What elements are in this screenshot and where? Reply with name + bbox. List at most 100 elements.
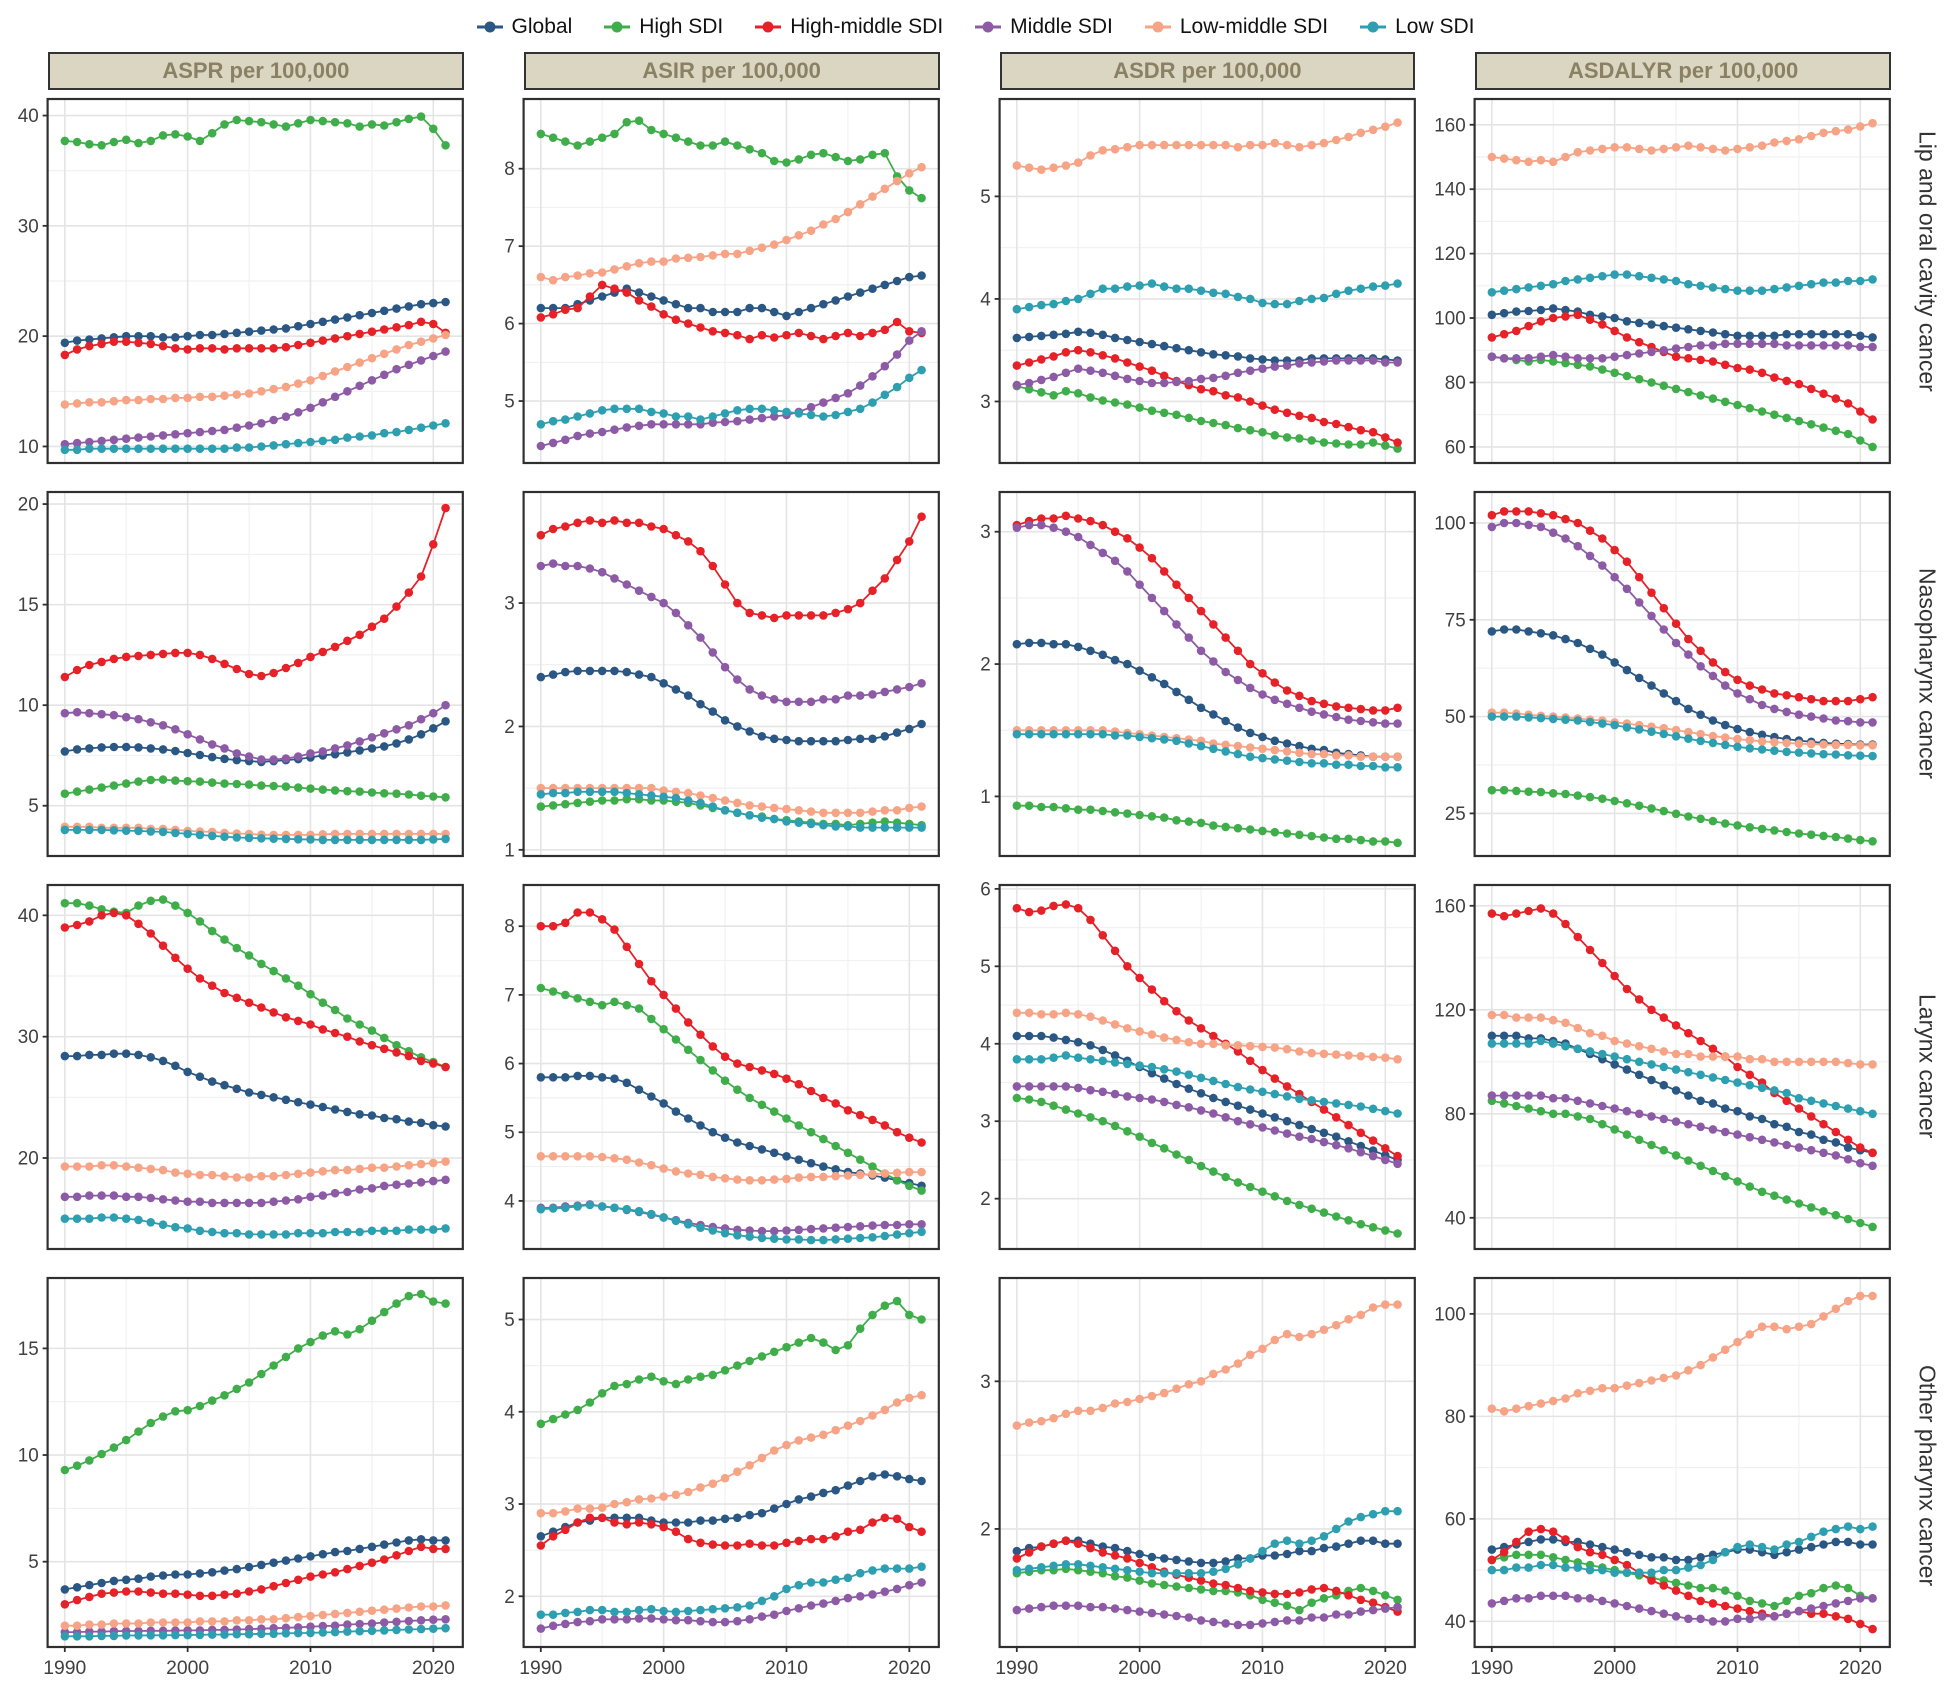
chart-asdalyr-lip-and-oral-cavity-cancer: 60 80 100 120 140 160	[1435, 97, 1892, 465]
series-middle-sdi	[536, 559, 926, 707]
y-tick-label: 1	[980, 787, 990, 808]
series-middle-sdi	[1012, 1601, 1402, 1630]
row-label: Lip and oral cavity cancer	[1914, 131, 1941, 392]
facet-panel: 40 80 120 160	[1431, 876, 1897, 1257]
legend-item[interactable]: Low SDI	[1358, 15, 1474, 39]
chart-asir-larynx-cancer: 4 5 6 7 8	[504, 883, 940, 1251]
legend-item[interactable]: Global	[475, 15, 573, 39]
global-legend-icon	[476, 21, 503, 33]
column-header-label: ASDR per 100,000	[1113, 58, 1302, 83]
y-tick-label: 80	[1445, 1407, 1466, 1428]
series-high-sdi	[60, 112, 450, 150]
series-middle-sdi	[536, 1578, 926, 1633]
series-low-sdi	[60, 1213, 450, 1239]
series-middle-sdi	[1487, 1591, 1878, 1626]
x-tick-label: 1990	[995, 1657, 1038, 1679]
y-tick-label: 6	[504, 1054, 514, 1075]
facet-panel: ASIR per 100,000 5 6 7 8	[480, 52, 946, 471]
column-header-label: ASDALYR per 100,000	[1567, 58, 1799, 83]
chart-asdalyr-larynx-cancer: 40 80 120 160	[1435, 883, 1892, 1251]
series-high-sdi	[536, 116, 926, 203]
series-high-middle-sdi	[60, 908, 450, 1072]
x-tick-label: 2010	[765, 1657, 808, 1679]
chart-asir-other-pharynx-cancer: 2 3 4 5 1990 2000 2010 2020	[504, 1276, 940, 1679]
facet-panel: 5 10 15 20	[4, 483, 470, 864]
y-tick-label: 20	[18, 494, 39, 515]
series-middle-sdi	[1487, 518, 1878, 727]
y-tick-label: 7	[504, 237, 514, 258]
column-header: ASDR per 100,000	[999, 52, 1416, 90]
x-tick-label: 2000	[642, 1657, 685, 1679]
column-header-label: ASIR per 100,000	[642, 58, 821, 83]
facet-grid: ASPR per 100,000 10 20 30 40 ASIR per 100,000…	[0, 50, 1949, 1683]
series-low-middle-sdi	[536, 1152, 926, 1185]
y-tick-label: 2	[980, 1189, 990, 1210]
y-tick-label: 20	[18, 327, 39, 348]
middle-sdi-legend-icon	[975, 21, 1002, 33]
series-high-middle-sdi	[1487, 507, 1878, 706]
series-high-middle-sdi	[60, 1542, 450, 1609]
series-low-middle-sdi	[1487, 118, 1878, 167]
column-header: ASIR per 100,000	[523, 52, 940, 90]
series-high-sdi	[1487, 785, 1878, 846]
chart-aspr-larynx-cancer: 20 30 40	[18, 883, 464, 1251]
row-label: Larynx cancer	[1914, 994, 1941, 1139]
legend-item[interactable]: High-middle SDI	[753, 15, 943, 39]
legend-item[interactable]: High SDI	[602, 15, 723, 39]
series-high-sdi	[1487, 352, 1878, 452]
y-tick-label: 10	[18, 1445, 39, 1466]
series-global	[536, 666, 926, 746]
y-tick-label: 1	[504, 840, 514, 861]
series-high-sdi	[1012, 381, 1402, 453]
column-header-label: ASPR per 100,000	[162, 58, 350, 83]
legend-item[interactable]: Middle SDI	[973, 15, 1113, 39]
y-tick-label: 4	[504, 1191, 514, 1212]
legend-label: High SDI	[639, 15, 724, 38]
x-tick-label: 1990	[519, 1657, 562, 1679]
facet-panel: 25 50 75 100	[1431, 483, 1897, 864]
high-sdi-legend-icon	[604, 21, 631, 33]
y-tick-label: 30	[18, 1027, 39, 1048]
series-low-sdi	[1012, 279, 1402, 314]
series-high-sdi	[1012, 801, 1402, 848]
high-middle-sdi-legend-icon	[755, 21, 782, 33]
series-low-middle-sdi	[1012, 1008, 1402, 1064]
series-global	[60, 1535, 450, 1594]
column-header: ASDALYR per 100,000	[1475, 52, 1891, 90]
y-tick-label: 40	[1445, 1208, 1466, 1229]
series-middle-sdi	[1012, 356, 1402, 390]
y-tick-label: 120	[1435, 244, 1466, 265]
facet-panel: 1 2 3	[480, 483, 946, 864]
y-tick-label: 5	[980, 957, 990, 978]
y-tick-label: 40	[18, 906, 39, 927]
x-tick-label: 2010	[289, 1657, 332, 1679]
series-high-middle-sdi	[536, 512, 926, 623]
x-tick-label: 2010	[1240, 1657, 1283, 1679]
series-global	[60, 297, 450, 348]
series-high-middle-sdi	[60, 317, 450, 360]
row-label: Other pharynx cancer	[1914, 1365, 1941, 1587]
series-low-sdi	[1487, 1036, 1878, 1119]
series-high-sdi	[60, 775, 450, 802]
y-tick-label: 80	[1445, 373, 1466, 394]
series-global	[1012, 327, 1402, 365]
series-low-sdi	[536, 787, 926, 832]
x-tick-label: 2000	[1593, 1657, 1636, 1679]
series-middle-sdi	[60, 700, 450, 764]
series-global	[60, 1049, 450, 1131]
series-middle-sdi	[60, 1175, 450, 1208]
y-tick-label: 4	[980, 289, 990, 310]
legend-item[interactable]: Low-middle SDI	[1143, 15, 1328, 39]
series-low-sdi	[1012, 729, 1402, 772]
y-tick-label: 2	[504, 1587, 514, 1608]
x-tick-label: 2020	[888, 1657, 931, 1679]
facet-panel: 2 3 1990 2000 2010 2020	[956, 1269, 1422, 1683]
series-low-sdi	[536, 1200, 926, 1245]
y-tick-label: 5	[504, 391, 514, 412]
legend-label: Middle SDI	[1010, 15, 1113, 38]
legend-label: Global	[511, 15, 573, 38]
y-tick-label: 5	[980, 187, 990, 208]
series-low-sdi	[536, 365, 926, 429]
series-low-middle-sdi	[1487, 1291, 1878, 1416]
series-high-sdi	[536, 1296, 926, 1429]
